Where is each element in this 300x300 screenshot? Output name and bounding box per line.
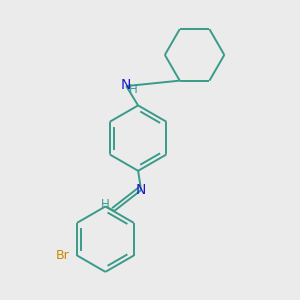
Text: N: N [121,78,131,92]
Text: H: H [101,198,110,211]
Text: H: H [129,82,138,96]
Text: N: N [136,183,146,197]
Text: Br: Br [56,249,70,262]
